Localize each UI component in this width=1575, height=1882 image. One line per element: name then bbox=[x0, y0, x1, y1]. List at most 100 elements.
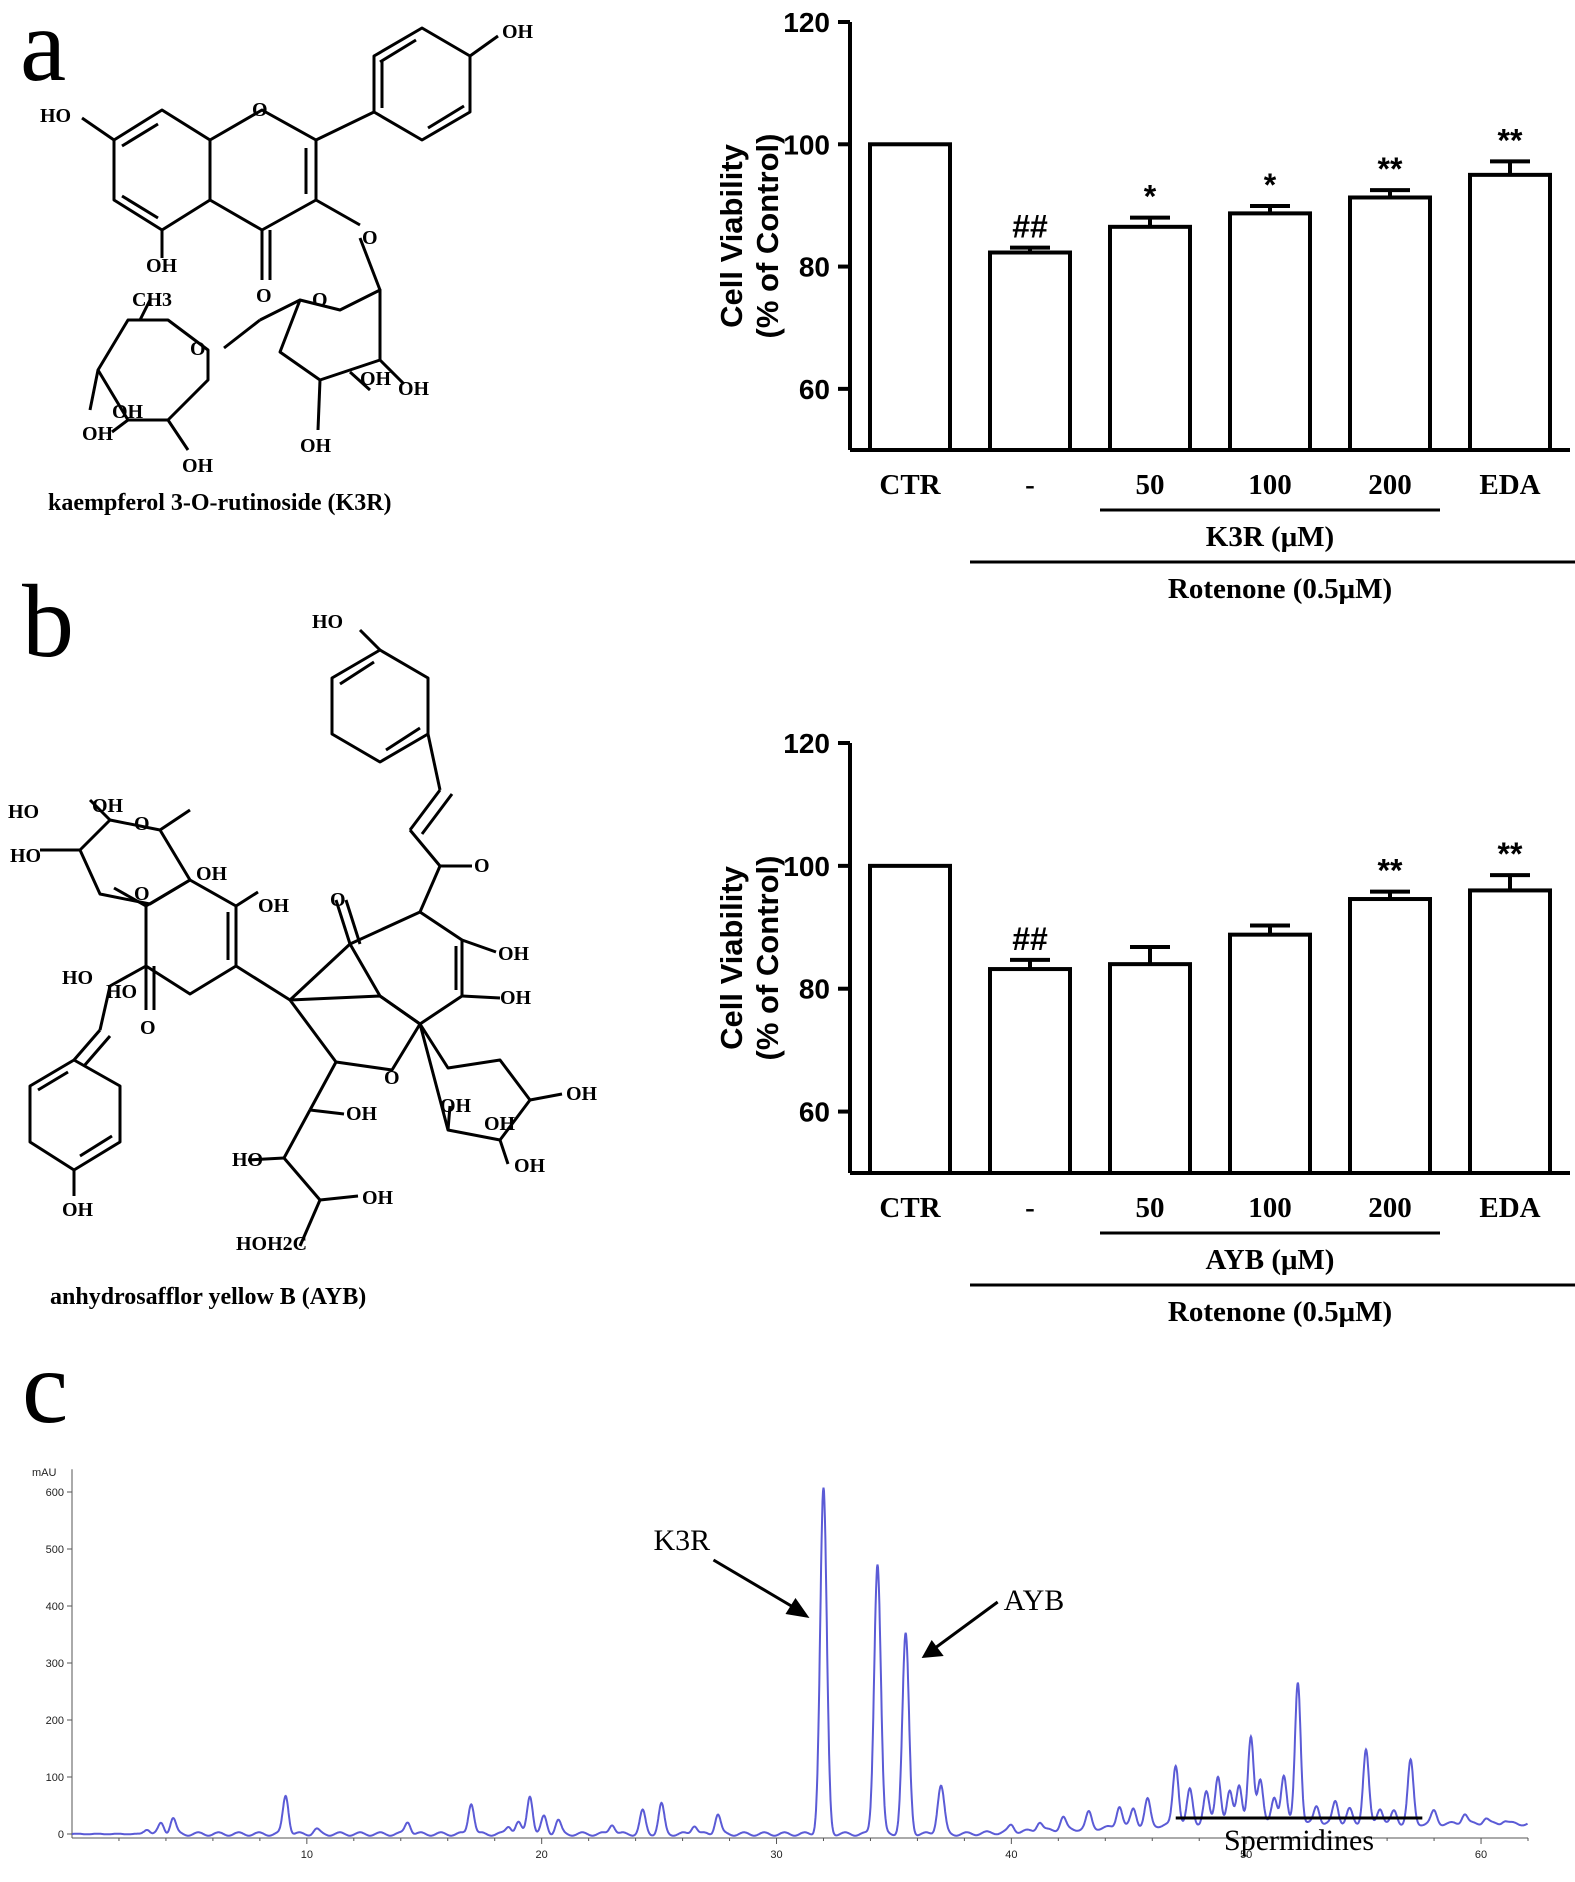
y-tick-label: 100 bbox=[46, 1772, 64, 1784]
atom-label: O bbox=[256, 285, 272, 307]
bar bbox=[1468, 888, 1552, 1176]
bar bbox=[1108, 224, 1192, 452]
category-label: - bbox=[1025, 1192, 1035, 1224]
y-tick-label: 100 bbox=[783, 129, 830, 160]
category-label: CTR bbox=[879, 1192, 941, 1224]
x-tick-label: 10 bbox=[301, 1849, 313, 1861]
atom-label: O bbox=[474, 855, 490, 877]
category-label: 200 bbox=[1368, 1192, 1412, 1224]
y-tick-label: 200 bbox=[46, 1715, 64, 1727]
significance-mark: * bbox=[1264, 167, 1277, 203]
category-label: CTR bbox=[879, 469, 941, 501]
atom-label: OH bbox=[62, 1199, 94, 1221]
y-tick-label: 500 bbox=[46, 1544, 64, 1556]
significance-mark: ** bbox=[1498, 836, 1523, 872]
significance-mark: ## bbox=[1012, 209, 1048, 245]
panel-letter-c: c bbox=[22, 1330, 69, 1445]
category-label: EDA bbox=[1479, 469, 1540, 501]
atom-label: HO bbox=[106, 981, 137, 1003]
chromatogram-trace bbox=[72, 1487, 1529, 1837]
x-tick-label: 30 bbox=[770, 1849, 782, 1861]
y-tick-label: 80 bbox=[799, 252, 830, 283]
atom-label: OH bbox=[566, 1083, 598, 1105]
x-tick-label: 20 bbox=[536, 1849, 548, 1861]
bar bbox=[1228, 211, 1312, 452]
bar bbox=[1228, 932, 1312, 1176]
atom-label: HO bbox=[232, 1149, 263, 1171]
compound-name-ayb: anhydrosafflor yellow B (AYB) bbox=[50, 1284, 367, 1310]
group-label-inner: K3R (μM) bbox=[1206, 521, 1334, 553]
atom-label: OH bbox=[498, 943, 530, 965]
y-axis-unit: mAU bbox=[32, 1467, 57, 1479]
y-tick-label: 60 bbox=[799, 1097, 830, 1128]
peak-label-k3r: K3R bbox=[653, 1524, 710, 1557]
atom-label: O bbox=[134, 883, 150, 905]
atom-label: OH bbox=[182, 455, 214, 477]
y-tick-label: 0 bbox=[58, 1829, 64, 1841]
atom-label: CH3 bbox=[132, 289, 172, 311]
atom-label: HO bbox=[62, 967, 93, 989]
atom-label: HOH2C bbox=[236, 1233, 307, 1255]
category-label: 200 bbox=[1368, 469, 1412, 501]
y-tick-label: 80 bbox=[799, 974, 830, 1005]
atom-label: OH bbox=[360, 368, 392, 390]
category-label: 100 bbox=[1248, 1192, 1292, 1224]
significance-mark: ** bbox=[1378, 151, 1403, 187]
x-tick-label: 50 bbox=[1240, 1849, 1252, 1861]
group-label-outer: Rotenone (0.5μM) bbox=[1168, 1296, 1392, 1328]
bar bbox=[1108, 962, 1192, 1176]
atom-label: HO bbox=[312, 611, 343, 633]
y-tick-label: 60 bbox=[799, 374, 830, 405]
atom-label: O bbox=[330, 889, 346, 911]
atom-label: OH bbox=[502, 21, 534, 43]
y-axis-label: (% of Control) bbox=[750, 856, 785, 1061]
atom-label: O bbox=[190, 338, 206, 360]
atom-label: OH bbox=[196, 863, 228, 885]
y-tick-label: 400 bbox=[46, 1601, 64, 1613]
arrow-ayb bbox=[928, 1600, 999, 1654]
arrow-head-k3r bbox=[785, 1598, 810, 1618]
bar bbox=[868, 863, 952, 1175]
atom-label: OH bbox=[258, 895, 290, 917]
arrow-k3r bbox=[712, 1558, 803, 1614]
atom-label: O bbox=[134, 813, 150, 835]
atom-label: OH bbox=[362, 1187, 394, 1209]
significance-mark: * bbox=[1144, 179, 1157, 215]
category-label: 100 bbox=[1248, 469, 1292, 501]
atom-label: OH bbox=[484, 1113, 516, 1135]
atom-label: OH bbox=[398, 378, 430, 400]
atom-label: OH bbox=[92, 795, 124, 817]
atom-label: OH bbox=[82, 423, 114, 445]
category-label: - bbox=[1025, 469, 1035, 501]
atom-label: O bbox=[362, 227, 378, 249]
atom-label: OH bbox=[440, 1095, 472, 1117]
atom-label: O bbox=[312, 289, 328, 311]
category-label: 50 bbox=[1136, 469, 1165, 501]
panel-letter-a: a bbox=[20, 0, 67, 103]
peak-label-ayb: AYB bbox=[1004, 1584, 1065, 1617]
atom-label: O bbox=[252, 99, 268, 121]
spermidines-label: Spermidines bbox=[1224, 1824, 1374, 1857]
category-label: 50 bbox=[1136, 1192, 1165, 1224]
y-tick-label: 600 bbox=[46, 1487, 64, 1499]
y-tick-label: 120 bbox=[783, 728, 830, 759]
y-axis-label: Cell Viability bbox=[714, 865, 749, 1050]
y-axis-label: Cell Viability bbox=[714, 143, 749, 328]
compound-name-k3r: kaempferol 3-O-rutinoside (K3R) bbox=[48, 490, 392, 516]
y-tick-label: 120 bbox=[783, 7, 830, 38]
x-tick-label: 60 bbox=[1475, 1849, 1487, 1861]
y-tick-label: 100 bbox=[783, 851, 830, 882]
atom-label: HO bbox=[40, 105, 71, 127]
atom-label: OH bbox=[514, 1155, 546, 1177]
y-axis-label: (% of Control) bbox=[750, 134, 785, 339]
atom-label: OH bbox=[346, 1103, 378, 1125]
group-label-inner: AYB (μM) bbox=[1206, 1244, 1335, 1276]
significance-mark: ** bbox=[1378, 853, 1403, 889]
group-label-outer: Rotenone (0.5μM) bbox=[1168, 573, 1392, 605]
arrow-head-ayb bbox=[921, 1640, 944, 1658]
atom-label: OH bbox=[112, 401, 144, 423]
